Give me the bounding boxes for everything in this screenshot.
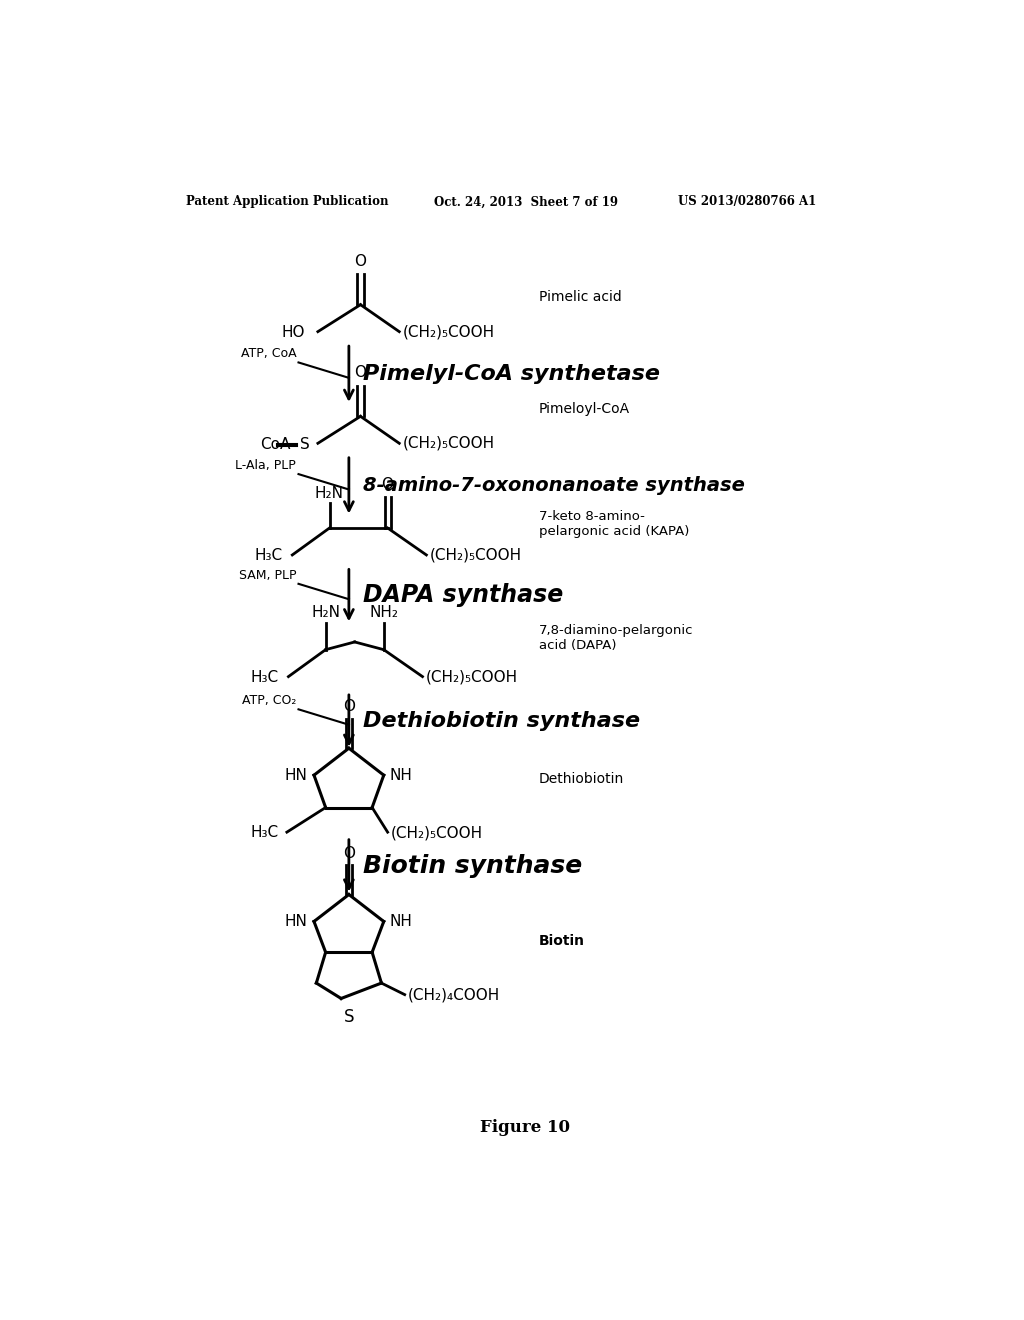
Text: H₃C: H₃C bbox=[251, 825, 280, 841]
Text: S: S bbox=[300, 437, 310, 451]
Text: Dethiobiotin: Dethiobiotin bbox=[539, 772, 624, 785]
Text: Dethiobiotin synthase: Dethiobiotin synthase bbox=[362, 711, 640, 731]
Text: (CH₂)₅COOH: (CH₂)₅COOH bbox=[402, 325, 495, 339]
Text: Biotin synthase: Biotin synthase bbox=[362, 854, 582, 878]
Text: O: O bbox=[354, 366, 367, 380]
Text: O: O bbox=[343, 700, 355, 714]
Text: US 2013/0280766 A1: US 2013/0280766 A1 bbox=[678, 195, 816, 209]
Text: (CH₂)₅COOH: (CH₂)₅COOH bbox=[391, 825, 483, 841]
Text: H₃C: H₃C bbox=[255, 548, 283, 564]
Text: 7-keto 8-amino-
pelargonic acid (KAPA): 7-keto 8-amino- pelargonic acid (KAPA) bbox=[539, 510, 689, 539]
Text: SAM, PLP: SAM, PLP bbox=[239, 569, 296, 582]
Text: 7,8-diamino-pelargonic
acid (DAPA): 7,8-diamino-pelargonic acid (DAPA) bbox=[539, 624, 693, 652]
Text: HN: HN bbox=[285, 768, 308, 783]
Text: 8-amino-7-oxononanoate synthase: 8-amino-7-oxononanoate synthase bbox=[362, 477, 744, 495]
Text: H₂N: H₂N bbox=[315, 486, 344, 502]
Text: HO: HO bbox=[282, 325, 305, 341]
Text: H₂N: H₂N bbox=[311, 606, 340, 620]
Text: Oct. 24, 2013  Sheet 7 of 19: Oct. 24, 2013 Sheet 7 of 19 bbox=[434, 195, 618, 209]
Text: CoA: CoA bbox=[260, 437, 290, 451]
Text: L-Ala, PLP: L-Ala, PLP bbox=[236, 459, 296, 471]
Text: Figure 10: Figure 10 bbox=[480, 1119, 569, 1137]
Text: Biotin: Biotin bbox=[539, 933, 585, 948]
Text: (CH₂)₅COOH: (CH₂)₅COOH bbox=[429, 548, 521, 562]
Text: Pimelyl-CoA synthetase: Pimelyl-CoA synthetase bbox=[362, 364, 659, 384]
Text: O: O bbox=[382, 477, 393, 492]
Text: (CH₂)₅COOH: (CH₂)₅COOH bbox=[426, 669, 518, 684]
Text: NH₂: NH₂ bbox=[370, 606, 398, 620]
Text: NH: NH bbox=[390, 913, 413, 929]
Text: DAPA synthase: DAPA synthase bbox=[362, 583, 563, 607]
Text: Patent Application Publication: Patent Application Publication bbox=[186, 195, 389, 209]
Text: O: O bbox=[354, 253, 367, 268]
Text: (CH₂)₄COOH: (CH₂)₄COOH bbox=[408, 987, 500, 1003]
Text: S: S bbox=[344, 1007, 354, 1026]
Text: O: O bbox=[343, 846, 355, 861]
Text: ATP, CO₂: ATP, CO₂ bbox=[242, 694, 296, 708]
Text: H₃C: H₃C bbox=[251, 669, 280, 685]
Text: (CH₂)₅COOH: (CH₂)₅COOH bbox=[402, 436, 495, 451]
Text: ATP, CoA: ATP, CoA bbox=[241, 347, 296, 360]
Text: NH: NH bbox=[390, 768, 413, 783]
Text: Pimeloyl-CoA: Pimeloyl-CoA bbox=[539, 401, 630, 416]
Text: Pimelic acid: Pimelic acid bbox=[539, 290, 622, 304]
Text: HN: HN bbox=[285, 913, 308, 929]
